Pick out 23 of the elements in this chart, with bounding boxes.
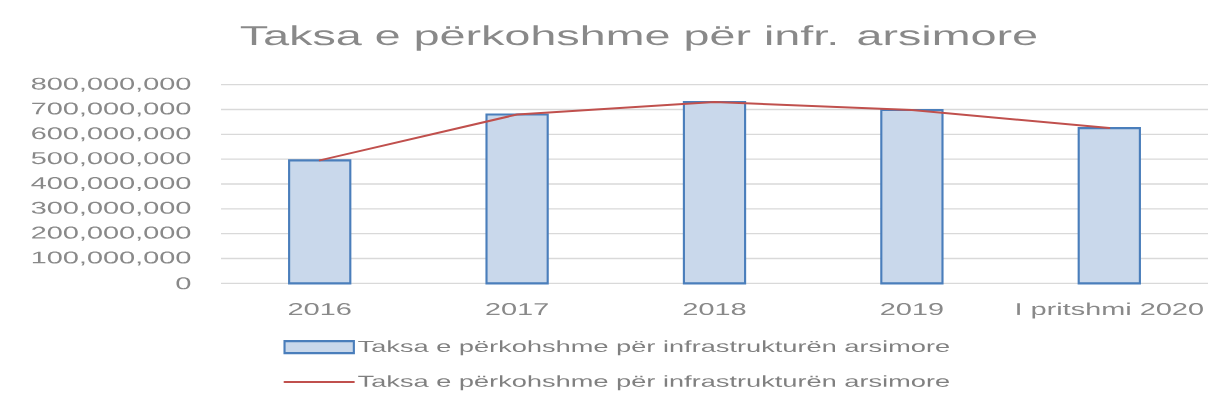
y-tick-label: 700,000,000 <box>32 102 191 117</box>
chart-title: Taksa e përkohshme për infr. arsimore <box>240 25 1036 51</box>
x-tick-label: 2016 <box>289 303 351 316</box>
y-tick-label: 800,000,000 <box>31 77 191 92</box>
y-tick-label: 400,000,000 <box>31 176 191 192</box>
y-tick-label: 200,000,000 <box>32 226 191 241</box>
x-tick-label: 2019 <box>881 303 943 316</box>
bar <box>682 100 747 285</box>
x-tick-label: 2017 <box>486 303 548 316</box>
bar <box>880 108 944 285</box>
y-tick-label: 0 <box>176 277 191 290</box>
bar <box>485 113 549 285</box>
legend-label: Taksa e përkohshme për infrastrukturën arsimore <box>358 340 949 356</box>
x-tick-label: I pritshmi 2020 <box>1017 302 1203 319</box>
bar <box>288 159 352 285</box>
y-tick-label: 300,000,000 <box>31 201 191 216</box>
bar <box>1077 127 1141 285</box>
y-tick-label: 500,000,000 <box>31 152 191 167</box>
x-tick-label: 2018 <box>683 303 746 316</box>
y-tick-label: 100,000,000 <box>32 251 191 266</box>
y-tick-label: 600,000,000 <box>32 127 191 142</box>
legend-label: Taksa e përkohshme për infrastrukturën arsimore <box>358 375 949 391</box>
line-series <box>318 101 1111 162</box>
